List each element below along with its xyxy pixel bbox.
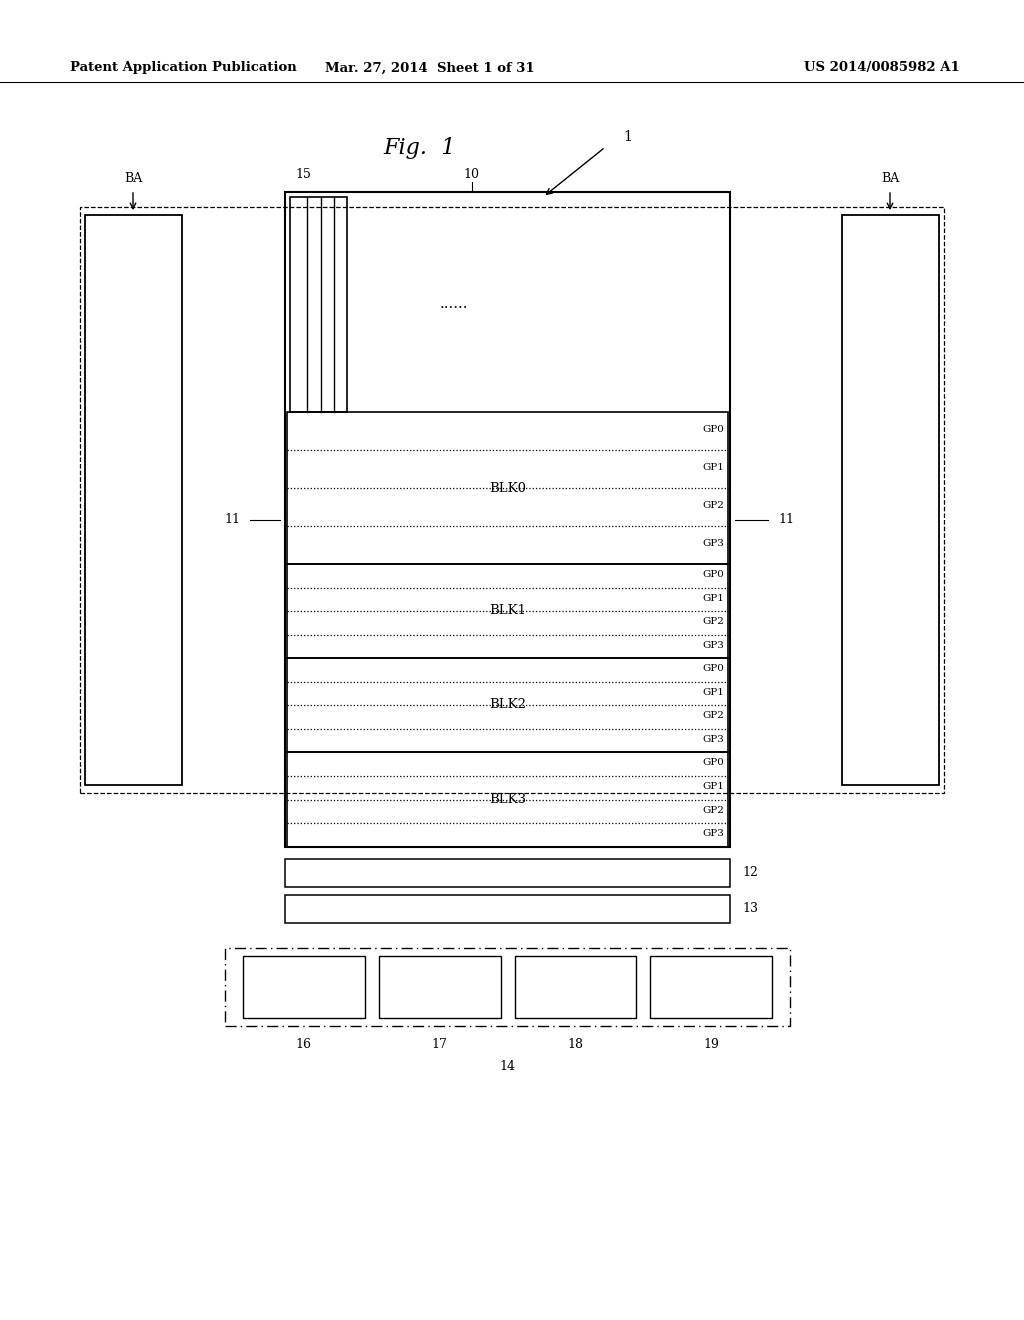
Text: Mar. 27, 2014  Sheet 1 of 31: Mar. 27, 2014 Sheet 1 of 31 — [326, 62, 535, 74]
Text: GP1: GP1 — [702, 594, 724, 602]
Bar — [842, 215, 939, 785]
Text: 1: 1 — [624, 129, 632, 144]
Bar — [285, 191, 730, 847]
Text: BLK2: BLK2 — [489, 698, 526, 711]
Text: 10: 10 — [464, 169, 480, 181]
Text: GP0: GP0 — [702, 758, 724, 767]
Bar — [287, 412, 728, 564]
Text: 15: 15 — [295, 169, 311, 181]
Bar — [514, 956, 636, 1018]
Text: Patent Application Publication: Patent Application Publication — [70, 62, 297, 74]
Text: 11: 11 — [224, 513, 240, 525]
Text: 12: 12 — [742, 866, 758, 879]
Bar — [285, 859, 730, 887]
Text: BLK1: BLK1 — [489, 605, 526, 618]
Bar — [285, 895, 730, 923]
Text: GP0: GP0 — [702, 664, 724, 673]
Text: 16: 16 — [296, 1038, 312, 1051]
Bar — [287, 564, 728, 657]
Text: GP2: GP2 — [702, 805, 724, 814]
Bar — [650, 956, 772, 1018]
Text: 19: 19 — [703, 1038, 719, 1051]
Text: GP3: GP3 — [702, 640, 724, 649]
Text: Fig.  1: Fig. 1 — [384, 137, 456, 158]
Bar — [243, 956, 365, 1018]
Text: GP2: GP2 — [702, 711, 724, 721]
Text: BLK0: BLK0 — [489, 482, 526, 495]
Text: BA: BA — [881, 172, 899, 185]
Bar — [290, 197, 347, 412]
Text: GP3: GP3 — [702, 539, 724, 548]
Bar — [287, 752, 728, 847]
Text: 18: 18 — [567, 1038, 584, 1051]
Bar — [85, 215, 182, 785]
Text: 14: 14 — [500, 1060, 515, 1072]
Text: 11: 11 — [778, 513, 794, 525]
Text: GP1: GP1 — [702, 781, 724, 791]
Text: 13: 13 — [742, 903, 758, 916]
Text: GP1: GP1 — [702, 462, 724, 471]
Text: US 2014/0085982 A1: US 2014/0085982 A1 — [804, 62, 961, 74]
Text: GP3: GP3 — [702, 829, 724, 838]
Text: ......: ...... — [440, 297, 468, 310]
Text: 17: 17 — [432, 1038, 447, 1051]
Text: GP0: GP0 — [702, 570, 724, 579]
Bar — [379, 956, 501, 1018]
Text: BLK3: BLK3 — [488, 793, 526, 807]
Text: GP0: GP0 — [702, 425, 724, 433]
Text: GP3: GP3 — [702, 734, 724, 743]
Text: BA: BA — [124, 172, 142, 185]
Bar — [225, 948, 790, 1026]
Text: GP2: GP2 — [702, 616, 724, 626]
Text: GP1: GP1 — [702, 688, 724, 697]
Text: GP2: GP2 — [702, 500, 724, 510]
Bar — [80, 207, 944, 793]
Bar — [287, 657, 728, 752]
